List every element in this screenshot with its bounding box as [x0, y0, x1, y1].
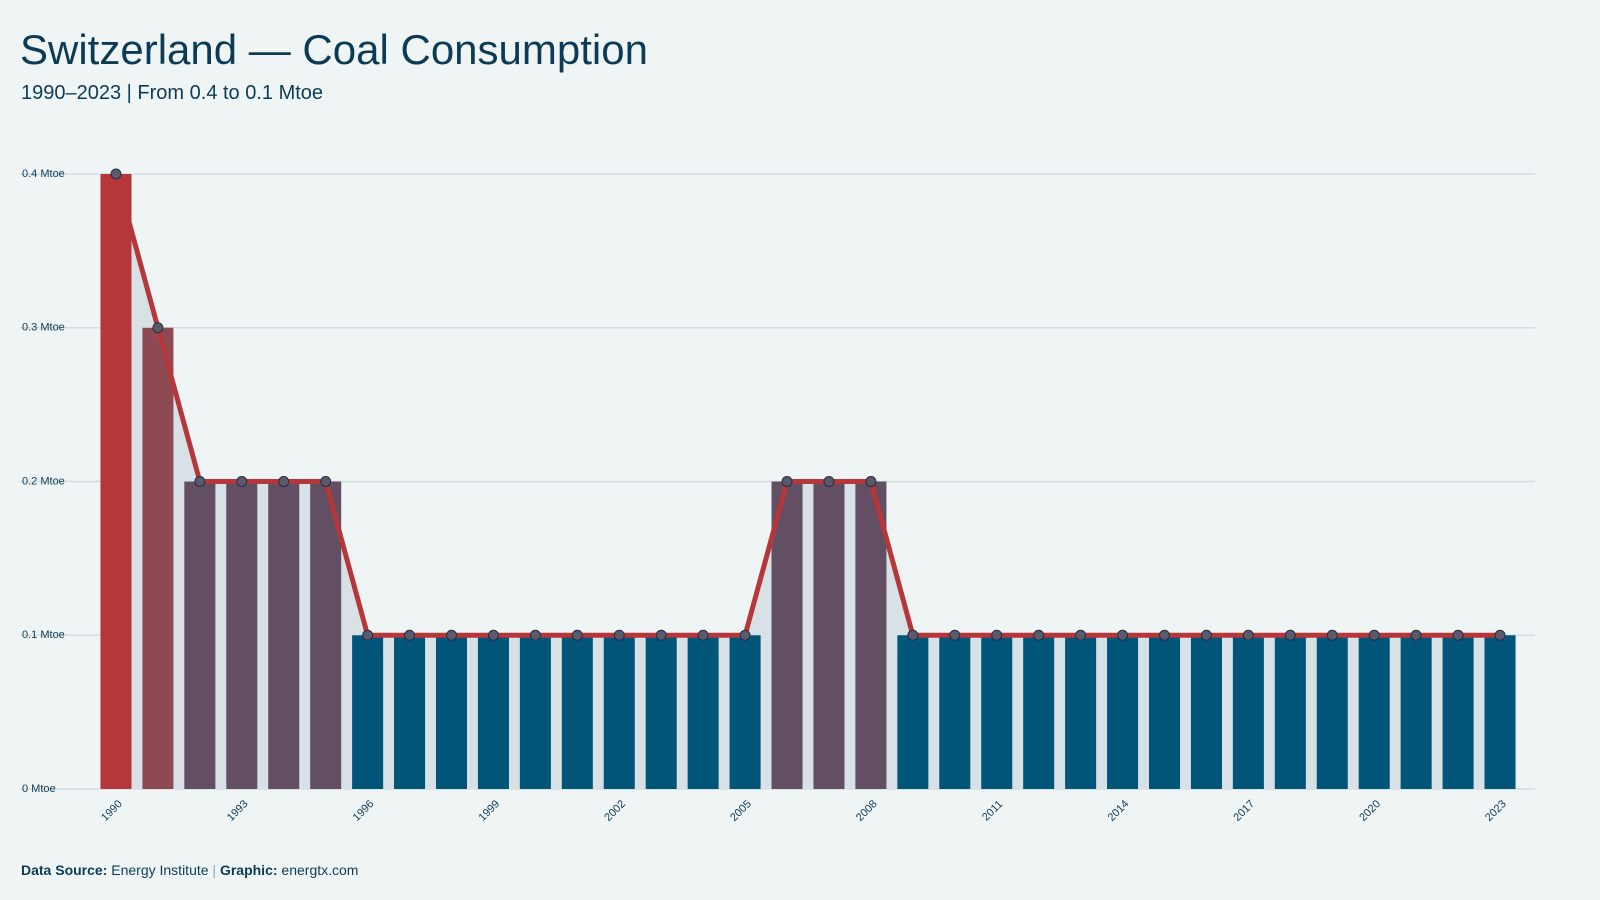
y-tick-label: 0.1 Mtoe	[22, 629, 65, 641]
bar	[352, 635, 384, 789]
separator: |	[212, 862, 216, 878]
y-tick-label: 0.2 Mtoe	[22, 475, 65, 487]
graphic: energtx.com	[281, 862, 358, 878]
marker	[446, 629, 457, 641]
marker	[655, 629, 667, 641]
bar	[1442, 635, 1474, 789]
marker	[1159, 629, 1170, 641]
marker	[362, 629, 374, 641]
bar	[813, 481, 845, 789]
marker	[1033, 629, 1045, 641]
bar	[771, 481, 803, 789]
marker	[949, 629, 961, 641]
bar	[981, 635, 1013, 789]
marker	[1452, 629, 1464, 641]
bar	[519, 635, 551, 789]
marker	[320, 476, 332, 487]
footer: Data Source: Energy Institute | Graphic:…	[21, 862, 358, 878]
chart-title: Switzerland — Coal Consumption	[20, 26, 648, 73]
bar	[1148, 635, 1181, 789]
marker	[1368, 629, 1380, 641]
marker	[1075, 629, 1087, 641]
marker	[697, 629, 709, 641]
marker	[1326, 629, 1338, 641]
bar	[1232, 635, 1264, 789]
bar	[477, 635, 509, 789]
bar	[310, 481, 342, 789]
bar	[645, 635, 677, 789]
marker	[907, 629, 919, 641]
y-tick-label: 0 Mtoe	[22, 783, 56, 795]
bar	[184, 481, 216, 789]
bar	[1023, 635, 1055, 789]
marker	[1494, 629, 1506, 641]
y-tick-label: 0.3 Mtoe	[22, 322, 65, 334]
marker	[1200, 629, 1212, 641]
bar	[226, 481, 258, 789]
source: Energy Institute	[111, 862, 208, 878]
marker	[278, 476, 290, 487]
marker	[529, 629, 541, 641]
bar	[1107, 635, 1139, 789]
bar	[855, 481, 887, 789]
bar	[603, 635, 635, 789]
marker	[1410, 629, 1422, 641]
marker	[991, 629, 1003, 641]
bar	[1484, 635, 1516, 789]
marker	[1242, 629, 1254, 641]
bar	[1316, 635, 1348, 789]
bar	[939, 635, 971, 789]
line	[113, 173, 1501, 638]
bar	[1358, 635, 1390, 789]
bar	[394, 635, 426, 789]
marker	[613, 629, 625, 641]
marker	[110, 168, 122, 180]
bar	[1400, 635, 1432, 789]
chart-subtitle: 1990–2023 | From 0.4 to 0.1 Mtoe	[21, 82, 323, 104]
marker	[487, 629, 499, 641]
marker	[1284, 629, 1296, 641]
marker	[194, 476, 206, 487]
marker	[236, 476, 248, 487]
marker	[152, 322, 164, 334]
bar	[100, 174, 132, 789]
y-tick-label: 0.4 Mtoe	[22, 168, 65, 180]
bar	[729, 635, 761, 789]
marker	[865, 476, 877, 487]
source-label: Data Source:	[21, 862, 107, 878]
bar	[1190, 635, 1222, 789]
bar	[687, 635, 719, 789]
marker	[404, 629, 416, 641]
bar	[897, 635, 929, 789]
bar	[1274, 635, 1306, 789]
marker	[781, 476, 793, 487]
marker	[571, 629, 583, 641]
marker	[1117, 629, 1129, 641]
graphic-label: Graphic:	[220, 862, 278, 878]
bar	[268, 481, 300, 789]
marker	[823, 476, 835, 487]
bar	[561, 635, 593, 789]
marker	[739, 629, 751, 641]
bar	[435, 635, 468, 789]
bar	[142, 327, 174, 789]
bar	[1065, 635, 1097, 789]
